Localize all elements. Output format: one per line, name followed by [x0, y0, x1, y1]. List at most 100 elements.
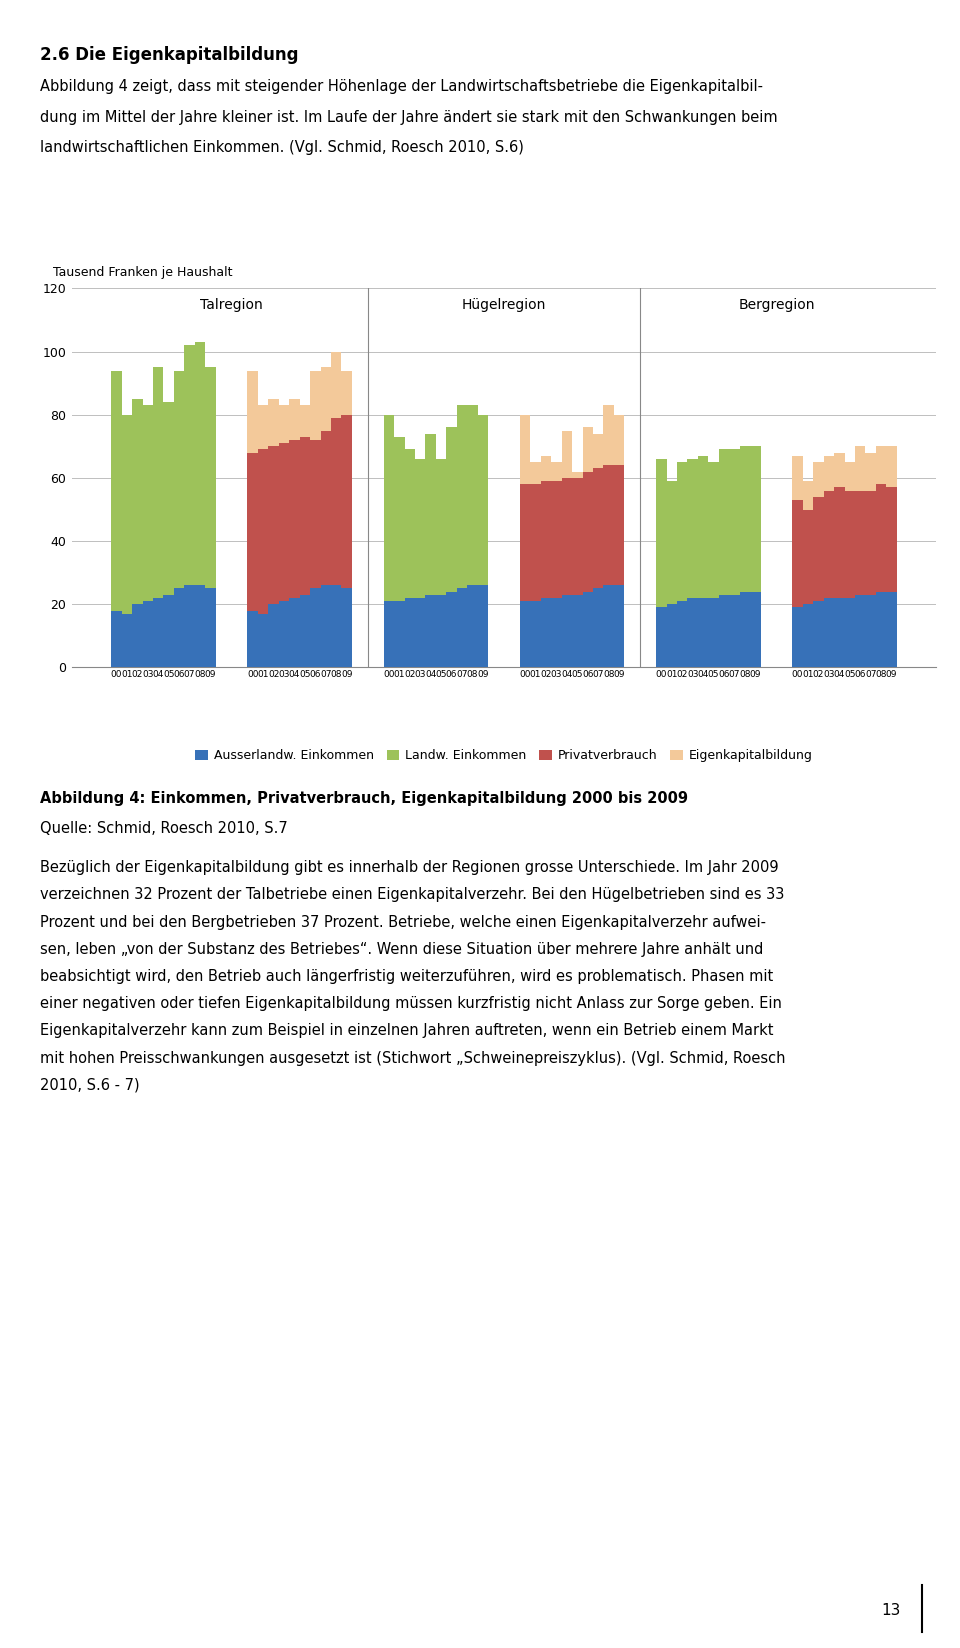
- Bar: [468, 405, 478, 585]
- Bar: [111, 611, 122, 667]
- Bar: [342, 588, 352, 667]
- Bar: [174, 588, 184, 667]
- Bar: [342, 415, 352, 588]
- Bar: [613, 585, 624, 667]
- Text: dung im Mittel der Jahre kleiner ist. Im Laufe der Jahre ändert sie stark mit de: dung im Mittel der Jahre kleiner ist. Im…: [40, 110, 778, 125]
- Bar: [384, 602, 395, 667]
- Bar: [551, 598, 562, 667]
- Bar: [415, 598, 425, 667]
- Bar: [310, 588, 321, 667]
- Bar: [583, 471, 593, 592]
- Bar: [540, 456, 551, 481]
- Bar: [876, 592, 886, 667]
- Bar: [813, 461, 824, 498]
- Bar: [562, 430, 572, 478]
- Bar: [593, 588, 604, 667]
- Bar: [876, 447, 886, 485]
- Bar: [310, 371, 321, 440]
- Bar: [572, 471, 583, 478]
- Bar: [803, 481, 813, 509]
- Bar: [248, 453, 258, 611]
- Bar: [792, 499, 803, 608]
- Bar: [184, 346, 195, 585]
- Bar: [436, 460, 446, 595]
- Text: 2010, S.6 - 7): 2010, S.6 - 7): [40, 1078, 140, 1093]
- Text: Tausend Franken je Haushalt: Tausend Franken je Haushalt: [53, 265, 232, 279]
- Bar: [331, 351, 342, 419]
- Bar: [122, 415, 132, 613]
- Bar: [834, 598, 845, 667]
- Bar: [289, 399, 300, 440]
- Bar: [824, 456, 834, 491]
- Bar: [719, 595, 730, 667]
- Bar: [593, 468, 604, 588]
- Text: Eigenkapitalverzehr kann zum Beispiel in einzelnen Jahren auftreten, wenn ein Be: Eigenkapitalverzehr kann zum Beispiel in…: [40, 1023, 774, 1038]
- Bar: [425, 433, 436, 595]
- Text: 2.6 Die Eigenkapitalbildung: 2.6 Die Eigenkapitalbildung: [40, 46, 299, 64]
- Bar: [153, 598, 163, 667]
- Bar: [583, 592, 593, 667]
- Bar: [520, 485, 530, 602]
- Bar: [163, 595, 174, 667]
- Bar: [739, 592, 750, 667]
- Text: Abbildung 4: Einkommen, Privatverbrauch, Eigenkapitalbildung 2000 bis 2009: Abbildung 4: Einkommen, Privatverbrauch,…: [40, 791, 688, 806]
- Bar: [845, 461, 855, 491]
- Bar: [478, 585, 488, 667]
- Text: Hügelregion: Hügelregion: [462, 298, 546, 311]
- Bar: [698, 598, 708, 667]
- Bar: [876, 485, 886, 592]
- Bar: [342, 371, 352, 415]
- Bar: [300, 405, 310, 437]
- Bar: [289, 440, 300, 598]
- Bar: [593, 433, 604, 468]
- Bar: [865, 595, 876, 667]
- Bar: [300, 437, 310, 595]
- Bar: [269, 605, 278, 667]
- Bar: [886, 447, 897, 488]
- Bar: [111, 371, 122, 611]
- Bar: [132, 605, 143, 667]
- Bar: [321, 430, 331, 585]
- Text: einer negativen oder tiefen Eigenkapitalbildung müssen kurzfristig nicht Anlass : einer negativen oder tiefen Eigenkapital…: [40, 995, 782, 1012]
- Bar: [604, 405, 613, 465]
- Bar: [792, 456, 803, 499]
- Bar: [845, 598, 855, 667]
- Bar: [436, 595, 446, 667]
- Text: landwirtschaftlichen Einkommen. (Vgl. Schmid, Roesch 2010, S.6): landwirtschaftlichen Einkommen. (Vgl. Sc…: [40, 140, 524, 155]
- Bar: [331, 419, 342, 585]
- Bar: [865, 453, 876, 491]
- Bar: [708, 598, 719, 667]
- Bar: [551, 481, 562, 598]
- Bar: [540, 481, 551, 598]
- Bar: [666, 481, 677, 605]
- Bar: [395, 602, 404, 667]
- Bar: [530, 485, 540, 602]
- Bar: [446, 592, 457, 667]
- Bar: [143, 405, 153, 602]
- Bar: [677, 602, 687, 667]
- Bar: [708, 461, 719, 598]
- Bar: [258, 613, 269, 667]
- Text: Prozent und bei den Bergbetrieben 37 Prozent. Betriebe, welche einen Eigenkapita: Prozent und bei den Bergbetrieben 37 Pro…: [40, 915, 766, 929]
- Bar: [321, 368, 331, 430]
- Bar: [384, 415, 395, 602]
- Bar: [205, 588, 216, 667]
- Bar: [278, 405, 289, 443]
- Text: verzeichnen 32 Prozent der Talbetriebe einen Eigenkapitalverzehr. Bei den Hügelb: verzeichnen 32 Prozent der Talbetriebe e…: [40, 887, 784, 903]
- Bar: [132, 399, 143, 605]
- Bar: [698, 456, 708, 598]
- Text: Bezüglich der Eigenkapitalbildung gibt es innerhalb der Regionen grosse Untersch: Bezüglich der Eigenkapitalbildung gibt e…: [40, 860, 779, 875]
- Bar: [687, 460, 698, 598]
- Text: Abbildung 4 zeigt, dass mit steigender Höhenlage der Landwirtschaftsbetriebe die: Abbildung 4 zeigt, dass mit steigender H…: [40, 79, 763, 94]
- Bar: [803, 605, 813, 667]
- Bar: [520, 415, 530, 485]
- Bar: [404, 450, 415, 598]
- Bar: [865, 491, 876, 595]
- Legend: Ausserlandw. Einkommen, Landw. Einkommen, Privatverbrauch, Eigenkapitalbildung: Ausserlandw. Einkommen, Landw. Einkommen…: [190, 745, 818, 768]
- Bar: [677, 461, 687, 602]
- Bar: [425, 595, 436, 667]
- Bar: [750, 592, 760, 667]
- Bar: [195, 343, 205, 585]
- Bar: [258, 450, 269, 613]
- Bar: [656, 608, 666, 667]
